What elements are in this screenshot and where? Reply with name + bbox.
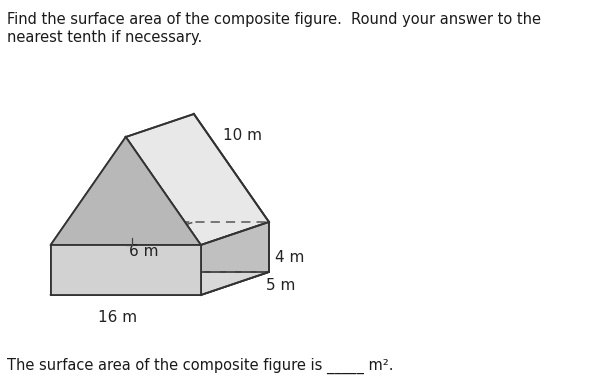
Text: nearest tenth if necessary.: nearest tenth if necessary. bbox=[7, 30, 202, 45]
Text: 16 m: 16 m bbox=[98, 310, 137, 325]
Text: 5 m: 5 m bbox=[267, 278, 296, 292]
Polygon shape bbox=[119, 114, 269, 222]
Text: 4 m: 4 m bbox=[275, 251, 304, 265]
Text: The surface area of the composite figure is _____ m².: The surface area of the composite figure… bbox=[7, 358, 394, 374]
Polygon shape bbox=[51, 137, 201, 245]
Text: 6 m: 6 m bbox=[129, 244, 159, 260]
Text: 10 m: 10 m bbox=[223, 127, 262, 142]
Polygon shape bbox=[126, 114, 269, 245]
Polygon shape bbox=[51, 245, 201, 295]
Text: Find the surface area of the composite figure.  Round your answer to the: Find the surface area of the composite f… bbox=[7, 12, 541, 27]
Polygon shape bbox=[51, 272, 269, 295]
Polygon shape bbox=[201, 222, 269, 295]
